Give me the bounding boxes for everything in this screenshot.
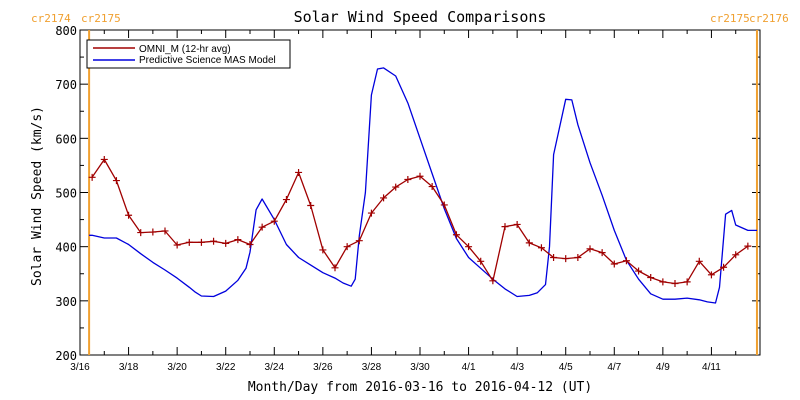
y-tick-label: 400 — [55, 241, 77, 255]
x-axis: 3/16 3/18 3/20 3/22 3/24 3/26 3/28 3/30 4/1 4/3 4/… — [70, 30, 737, 373]
data-point-omni — [550, 254, 558, 261]
data-point-omni — [477, 257, 485, 265]
y-tick-label: 600 — [55, 132, 77, 146]
series-line-model — [89, 67, 757, 304]
data-point-omni — [513, 220, 521, 228]
y-tick-label: 500 — [55, 187, 77, 201]
legend-label-omni: OMNI_M (12-hr avg) — [139, 44, 231, 55]
data-point-omni — [720, 263, 728, 271]
x-tick-label: 3/28 — [362, 362, 382, 373]
legend-label-model: Predictive Science MAS Model — [139, 55, 276, 66]
data-point-omni — [222, 239, 230, 247]
series-mas-model — [89, 67, 757, 304]
x-tick-label: 4/9 — [656, 362, 670, 373]
x-tick-label: 3/26 — [313, 362, 333, 373]
data-point-omni — [452, 231, 460, 239]
data-point-omni — [367, 209, 375, 217]
legend: OMNI_M (12-hr avg) Predictive Science MA… — [86, 39, 291, 69]
chart-title: Solar Wind Speed Comparisons — [294, 8, 547, 26]
data-point-omni — [659, 278, 667, 286]
data-point-omni — [525, 239, 533, 247]
data-point-omni — [307, 202, 315, 209]
data-point-omni — [173, 241, 181, 249]
x-tick-label: 3/24 — [265, 362, 285, 373]
data-point-omni — [671, 280, 679, 287]
data-point-omni — [428, 183, 436, 191]
data-point-omni — [732, 251, 740, 259]
data-point-omni — [622, 257, 630, 265]
x-tick-label: 4/5 — [559, 362, 573, 373]
data-point-omni — [270, 217, 278, 225]
data-point-omni — [88, 173, 96, 181]
data-point-omni — [258, 223, 266, 231]
y-axis-label: Solar Wind Speed (km/s) — [30, 106, 45, 286]
y-tick-label: 800 — [55, 24, 77, 38]
data-point-omni — [295, 168, 303, 176]
data-point-omni — [647, 274, 655, 282]
x-tick-label: 4/1 — [462, 362, 476, 373]
y-axis: 200 300 400 500 600 700 800 — [55, 24, 760, 363]
series-omni — [88, 155, 752, 287]
data-point-omni — [185, 238, 193, 246]
x-tick-label: 4/11 — [702, 362, 721, 373]
data-point-omni — [440, 201, 448, 209]
y-tick-label: 700 — [55, 78, 77, 92]
x-tick-label: 3/18 — [119, 362, 139, 373]
data-point-omni — [489, 277, 497, 285]
data-point-omni — [683, 278, 691, 286]
x-tick-label: 3/20 — [167, 362, 187, 373]
data-point-omni — [331, 264, 339, 272]
x-tick-label: 3/30 — [410, 362, 430, 373]
data-point-omni — [137, 229, 145, 237]
data-point-omni — [197, 238, 205, 246]
data-point-omni — [635, 267, 643, 275]
data-point-omni — [416, 172, 424, 180]
data-point-omni — [161, 227, 169, 235]
data-point-omni — [319, 246, 327, 254]
data-point-omni — [112, 177, 120, 185]
data-point-omni — [100, 155, 108, 163]
data-point-omni — [355, 237, 363, 245]
cr-top-left-label-1: cr2174 — [31, 12, 71, 25]
y-tick-label: 300 — [55, 295, 77, 309]
data-point-omni — [574, 254, 582, 261]
data-point-omni — [598, 249, 606, 257]
cr-top-right-label-2: cr2176 — [749, 12, 789, 25]
data-point-omni — [537, 244, 545, 252]
cr-top-right-label-1: cr2175 — [710, 12, 750, 25]
data-point-omni — [282, 196, 290, 204]
data-point-omni — [392, 183, 400, 191]
data-point-omni — [744, 242, 752, 250]
data-point-omni — [586, 245, 594, 253]
carrington-marker-lines — [88, 30, 758, 355]
data-point-omni — [465, 243, 473, 251]
x-tick-label: 3/16 — [70, 362, 90, 373]
data-point-omni — [610, 260, 618, 268]
data-point-omni — [210, 237, 218, 245]
x-tick-label: 3/22 — [216, 362, 236, 373]
cr-top-left-label-2: cr2175 — [81, 12, 121, 25]
data-point-omni — [562, 255, 570, 263]
x-tick-label: 4/3 — [510, 362, 524, 373]
data-point-omni — [125, 211, 133, 219]
data-point-omni — [404, 176, 412, 183]
data-point-omni — [343, 243, 351, 251]
data-point-omni — [246, 241, 254, 248]
data-point-omni — [695, 257, 703, 265]
data-point-omni — [380, 194, 388, 202]
data-point-omni — [707, 271, 715, 279]
x-tick-label: 4/7 — [607, 362, 621, 373]
legend-box — [86, 39, 291, 69]
data-point-omni — [234, 236, 242, 244]
data-point-omni — [501, 223, 509, 231]
x-axis-label: Month/Day from 2016-03-16 to 2016-04-12 … — [248, 380, 592, 395]
data-point-omni — [149, 228, 157, 236]
y-tick-label: 200 — [55, 349, 77, 363]
